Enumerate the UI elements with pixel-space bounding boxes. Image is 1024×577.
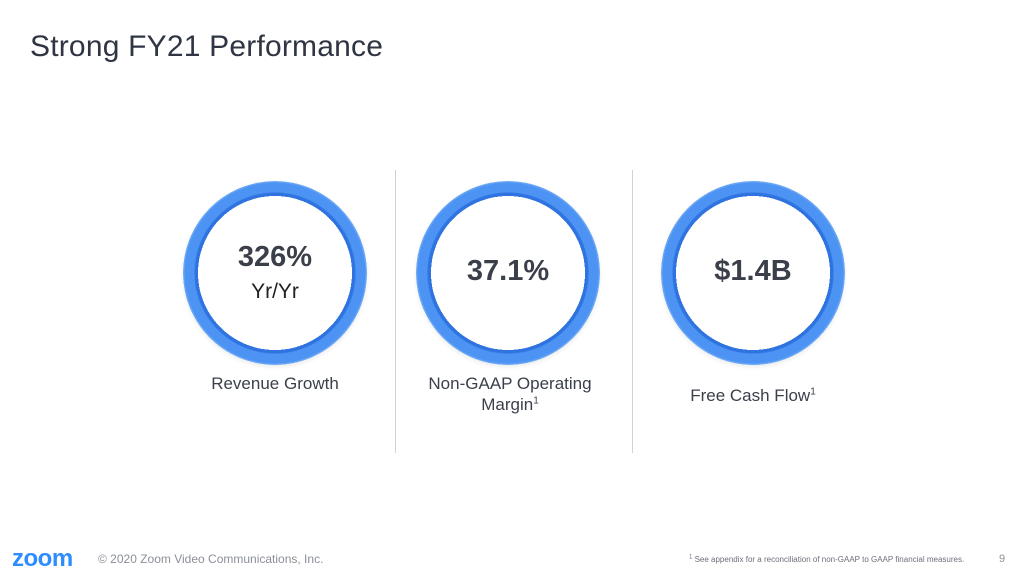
slide-title: Strong FY21 Performance (30, 30, 384, 63)
revenue-growth-caption: Revenue Growth (175, 373, 375, 394)
free-cash-flow-caption: Free Cash Flow1 (653, 385, 853, 406)
free-cash-flow-value: $1.4B (714, 255, 792, 287)
revenue-growth-value: 326% (237, 241, 313, 273)
operating-margin-caption-text: Non-GAAP Operating Margin (428, 374, 592, 414)
free-cash-flow-ring: $1.4B (661, 181, 845, 365)
footnote-marker: 1 (689, 554, 693, 561)
free-cash-flow-footnote-marker: 1 (810, 386, 816, 398)
revenue-growth-ring: 326% Yr/Yr (183, 181, 367, 365)
revenue-growth-caption-text: Revenue Growth (211, 374, 339, 393)
copyright-text: © 2020 Zoom Video Communications, Inc. (98, 552, 324, 566)
page-number: 9 (999, 553, 1006, 565)
divider-left (395, 170, 396, 453)
free-cash-flow-caption-text: Free Cash Flow (690, 386, 811, 405)
divider-right (632, 170, 633, 453)
operating-margin-footnote-marker: 1 (533, 395, 539, 407)
footnote-text: See appendix for a reconciliation of non… (694, 555, 965, 564)
revenue-growth-sub: Yr/Yr (251, 280, 299, 303)
zoom-logo: zoom (12, 545, 73, 572)
operating-margin-ring: 37.1% (416, 181, 600, 365)
operating-margin-value: 37.1% (466, 255, 550, 287)
footnote: 1 See appendix for a reconciliation of n… (689, 554, 965, 564)
operating-margin-caption: Non-GAAP Operating Margin1 (410, 373, 610, 415)
